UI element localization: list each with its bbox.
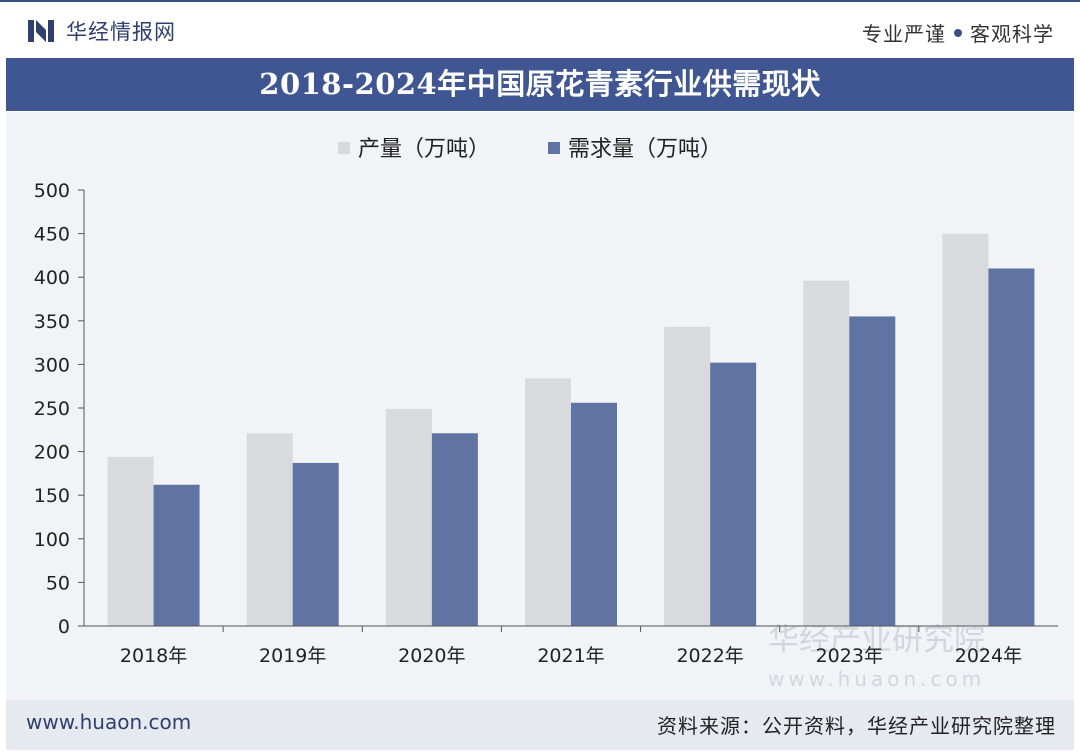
legend: 产量（万吨） 需求量（万吨） bbox=[338, 137, 722, 162]
bar-demand bbox=[710, 362, 757, 626]
x-tick-label: 2021年 bbox=[537, 645, 604, 667]
footer-source: 资料来源：公开资料，华经产业研究院整理 bbox=[657, 714, 1056, 738]
top-bar: 华经情报网 专业严谨 客观科学 bbox=[0, 0, 1080, 58]
bar-demand bbox=[153, 484, 200, 626]
bar-demand bbox=[988, 268, 1035, 626]
x-tick-label: 2024年 bbox=[955, 645, 1022, 667]
y-tick-label: 450 bbox=[34, 224, 70, 246]
bars bbox=[107, 233, 1035, 626]
legend-swatch-production bbox=[338, 142, 350, 154]
bar-demand bbox=[571, 402, 617, 626]
tagline-dot-icon bbox=[954, 28, 962, 37]
x-tick-label: 2020年 bbox=[398, 645, 465, 667]
bar-production bbox=[942, 233, 989, 626]
legend-label-production: 产量（万吨） bbox=[358, 137, 490, 162]
chart-title: 2018-2024年中国原花青素行业供需现状 bbox=[259, 67, 821, 101]
bar-demand bbox=[849, 316, 896, 626]
y-tick-label: 100 bbox=[34, 529, 70, 551]
watermark-name: 华经产业研究院 bbox=[768, 622, 985, 658]
bar-production bbox=[385, 408, 432, 626]
bar-chart: 华经产业研究院 www.huaon.com 产量（万吨） 需求量（万吨） 0 50 1… bbox=[34, 137, 1058, 691]
bar-production bbox=[803, 280, 850, 626]
watermark-url: www.huaon.com bbox=[768, 667, 985, 691]
legend-swatch-demand bbox=[548, 142, 560, 154]
bar-production bbox=[107, 456, 154, 626]
footer-url: www.huaon.com bbox=[26, 710, 192, 734]
y-tick-label: 50 bbox=[46, 572, 70, 594]
footer: www.huaon.com 资料来源：公开资料，华经产业研究院整理 bbox=[6, 700, 1074, 750]
watermark-layer: 华经产业研究院 www.huaon.com bbox=[768, 622, 985, 691]
bar-production bbox=[525, 378, 571, 626]
bar-production bbox=[664, 326, 711, 626]
huajing-logo-icon bbox=[28, 20, 54, 42]
y-tick-label: 350 bbox=[34, 311, 70, 333]
x-tick-label: 2018年 bbox=[120, 645, 187, 667]
brand: 华经情报网 bbox=[26, 16, 176, 46]
title-bar: 2018-2024年中国原花青素行业供需现状 bbox=[6, 58, 1074, 111]
legend-label-demand: 需求量（万吨） bbox=[568, 137, 722, 162]
tagline-right: 客观科学 bbox=[970, 22, 1054, 46]
y-tick-label: 500 bbox=[34, 180, 70, 202]
x-tick-label: 2023年 bbox=[816, 645, 883, 667]
bar-production bbox=[246, 433, 293, 626]
y-tick-label: 300 bbox=[34, 354, 70, 376]
y-tick-label: 400 bbox=[34, 267, 70, 289]
y-tick-label: 200 bbox=[34, 442, 70, 464]
tagline: 专业严谨 客观科学 bbox=[862, 18, 1054, 47]
y-tick-label: 0 bbox=[58, 616, 70, 638]
y-axis: 0 50 100 150 200 250 300 350 400 450 500 bbox=[34, 180, 85, 638]
y-tick-label: 150 bbox=[34, 485, 70, 507]
y-tick-label: 250 bbox=[34, 398, 70, 420]
brand-name: 华经情报网 bbox=[66, 20, 176, 44]
bar-demand bbox=[431, 433, 478, 626]
x-axis: 2018年 2019年 2020年 2021年 2022年 2023年 2024年 bbox=[84, 625, 1058, 667]
x-tick-label: 2022年 bbox=[676, 645, 743, 667]
tagline-left: 专业严谨 bbox=[862, 22, 946, 46]
x-tick-label: 2019年 bbox=[259, 645, 326, 667]
bar-demand bbox=[292, 462, 339, 626]
